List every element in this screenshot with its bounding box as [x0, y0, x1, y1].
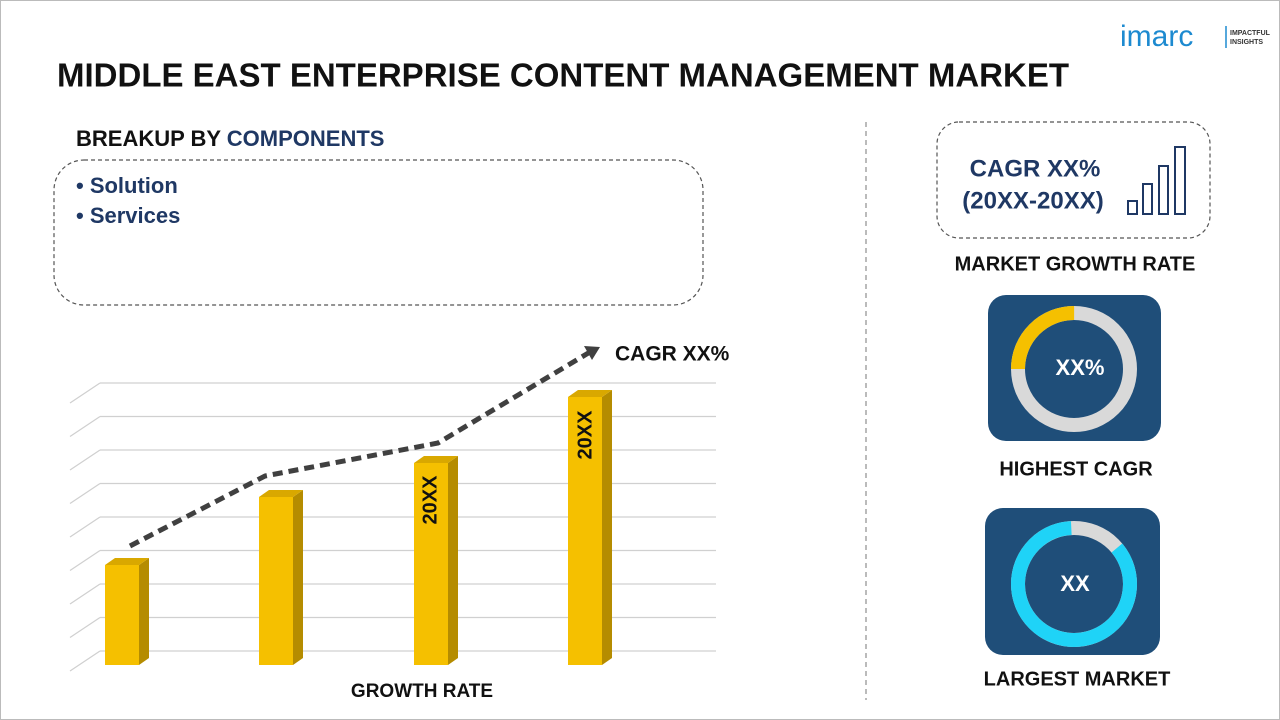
breakup-item: • Services: [76, 203, 180, 228]
donut-segment: [1011, 306, 1137, 432]
bar-top: [568, 390, 612, 397]
chart-annotation: CAGR XX%: [615, 343, 730, 366]
grid-line: [69, 550, 101, 571]
tile-value: XX: [1060, 571, 1090, 596]
grid-line: [69, 382, 101, 404]
cagr-box: [936, 121, 1211, 239]
breakup-item: • Solution: [76, 173, 178, 198]
growth-icon: [1127, 146, 1186, 215]
bar-top: [259, 490, 303, 497]
bar-label: 20XX: [419, 475, 441, 525]
grid-line: [69, 583, 101, 605]
grid-line: [69, 516, 101, 538]
caption: MARKET GROWTH RATE: [955, 253, 1196, 275]
grid-line: [69, 416, 101, 437]
bar-side: [139, 558, 149, 665]
bar-side: [448, 456, 458, 665]
grid-line: [69, 449, 101, 471]
grid-line: [69, 483, 101, 504]
arrow-head: [584, 346, 600, 360]
bar-front: [105, 565, 139, 665]
breakup-box: [53, 159, 704, 306]
breakup-heading: BREAKUP BY COMPONENTS: [76, 126, 384, 151]
bar-label: 20XX: [574, 410, 596, 460]
bars: [105, 390, 612, 665]
logo-brand: imarc: [1120, 20, 1193, 53]
logo-tagline: INSIGHTS: [1230, 39, 1263, 46]
bar-top: [105, 558, 149, 565]
caption: HIGHEST CAGR: [999, 458, 1153, 480]
tile-value: XX%: [1056, 355, 1105, 380]
caption: LARGEST MARKET: [984, 668, 1171, 690]
heading-dimension: COMPONENTS: [227, 126, 385, 151]
logo-tagline: IMPACTFUL: [1230, 30, 1271, 37]
grid-line: [69, 650, 101, 672]
bar-side: [602, 390, 612, 665]
donut-segment: [1011, 521, 1137, 647]
cagr-period: (20XX-20XX): [962, 187, 1103, 214]
logo: imarc IMPACTFUL INSIGHTS: [1120, 20, 1271, 53]
grid: [69, 382, 716, 672]
bar-side: [293, 490, 303, 665]
trend-arrow: [128, 349, 592, 549]
bar-front: [259, 497, 293, 665]
cagr-text: CAGR XX%: [970, 155, 1101, 182]
bar-top: [414, 456, 458, 463]
chart-caption: GROWTH RATE: [351, 681, 493, 702]
bar-front: [414, 463, 448, 665]
grid-line: [69, 617, 101, 638]
page-title: MIDDLE EAST ENTERPRISE CONTENT MANAGEMEN…: [57, 57, 1069, 94]
heading-prefix: BREAKUP BY: [76, 126, 221, 151]
bar-front: [568, 397, 602, 665]
